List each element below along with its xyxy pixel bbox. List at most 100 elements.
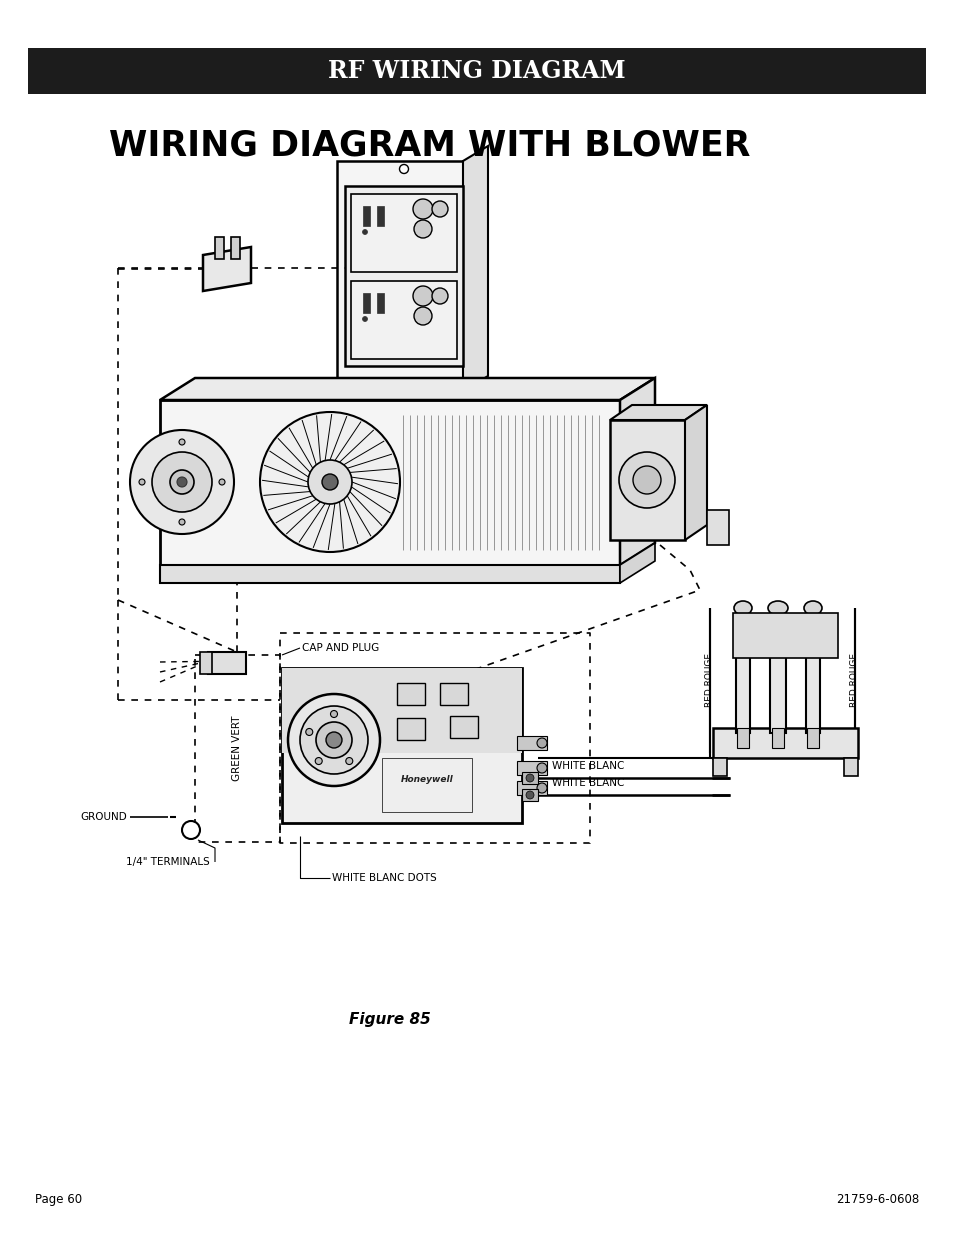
Text: WHITE BLANC: WHITE BLANC <box>552 778 623 788</box>
Circle shape <box>152 452 212 513</box>
Circle shape <box>179 438 185 445</box>
Circle shape <box>170 471 193 494</box>
Bar <box>517 781 546 795</box>
Text: RED ROUGE: RED ROUGE <box>705 653 714 706</box>
Circle shape <box>345 757 353 764</box>
Bar <box>208 652 246 674</box>
Ellipse shape <box>733 601 751 615</box>
Circle shape <box>432 288 448 304</box>
Circle shape <box>288 694 379 785</box>
Circle shape <box>633 466 660 494</box>
Bar <box>376 206 384 226</box>
Circle shape <box>219 479 225 485</box>
Circle shape <box>537 763 546 773</box>
Text: WIRING DIAGRAM WITH BLOWER: WIRING DIAGRAM WITH BLOWER <box>110 128 750 162</box>
Bar <box>381 758 472 813</box>
Circle shape <box>322 474 337 490</box>
Polygon shape <box>203 247 251 291</box>
Bar <box>396 683 424 705</box>
Bar <box>450 716 477 739</box>
Bar <box>843 758 857 776</box>
Bar <box>737 727 748 748</box>
Text: WHITE BLANC: WHITE BLANC <box>552 761 623 771</box>
Bar <box>805 608 820 734</box>
Bar <box>160 400 619 564</box>
Circle shape <box>618 452 675 508</box>
Circle shape <box>308 459 352 504</box>
Bar <box>517 761 546 776</box>
Circle shape <box>525 774 534 782</box>
Bar <box>351 194 456 272</box>
Circle shape <box>315 722 352 758</box>
Circle shape <box>413 199 433 219</box>
Text: WHITE BLANC DOTS: WHITE BLANC DOTS <box>332 873 436 883</box>
Text: GREEN VERT: GREEN VERT <box>232 715 242 781</box>
Circle shape <box>537 783 546 793</box>
Bar <box>517 736 546 750</box>
Text: RF WIRING DIAGRAM: RF WIRING DIAGRAM <box>328 59 625 83</box>
Bar <box>363 293 370 312</box>
Bar <box>521 789 537 802</box>
Bar <box>351 282 456 359</box>
Ellipse shape <box>803 601 821 615</box>
Bar <box>769 608 785 734</box>
Polygon shape <box>160 378 655 400</box>
Circle shape <box>362 316 367 321</box>
Bar <box>521 772 537 784</box>
Circle shape <box>139 479 145 485</box>
Bar <box>282 668 521 753</box>
Bar <box>282 668 521 823</box>
Text: Honeywell: Honeywell <box>400 776 453 784</box>
Circle shape <box>414 220 432 238</box>
Text: GROUND: GROUND <box>80 811 127 823</box>
Circle shape <box>399 164 408 173</box>
Polygon shape <box>619 543 655 583</box>
Circle shape <box>414 308 432 325</box>
Text: 1/4" TERMINALS: 1/4" TERMINALS <box>126 857 210 867</box>
Bar <box>28 48 925 94</box>
Ellipse shape <box>767 601 787 615</box>
Circle shape <box>179 519 185 525</box>
Bar <box>214 237 224 259</box>
Bar <box>200 652 212 674</box>
Circle shape <box>362 230 367 235</box>
Circle shape <box>330 710 337 718</box>
Circle shape <box>399 379 408 389</box>
Text: RED ROUGE: RED ROUGE <box>850 653 859 706</box>
Text: CAP AND PLUG: CAP AND PLUG <box>302 643 379 653</box>
Bar <box>712 758 726 776</box>
Bar <box>376 293 384 312</box>
Circle shape <box>260 412 399 552</box>
Circle shape <box>299 706 368 774</box>
Bar <box>706 510 728 545</box>
Bar <box>735 608 749 734</box>
Circle shape <box>177 477 187 487</box>
Text: Page 60: Page 60 <box>35 1193 82 1207</box>
Circle shape <box>525 790 534 799</box>
Circle shape <box>413 287 433 306</box>
Bar <box>396 718 424 740</box>
Bar <box>806 727 818 748</box>
Bar <box>771 727 783 748</box>
Polygon shape <box>619 378 655 564</box>
Circle shape <box>537 739 546 748</box>
Circle shape <box>182 821 200 839</box>
Text: Figure 85: Figure 85 <box>349 1013 431 1028</box>
Bar <box>231 237 240 259</box>
Bar <box>160 564 619 583</box>
Circle shape <box>326 732 341 748</box>
Circle shape <box>314 757 322 764</box>
Bar <box>345 186 462 366</box>
Circle shape <box>306 729 313 736</box>
Text: 21759-6-0608: 21759-6-0608 <box>835 1193 918 1207</box>
Circle shape <box>432 201 448 217</box>
Bar <box>609 420 684 540</box>
Polygon shape <box>684 405 706 540</box>
Polygon shape <box>609 405 706 420</box>
Bar <box>439 683 468 705</box>
Bar <box>363 206 370 226</box>
Bar <box>712 727 857 758</box>
Circle shape <box>130 430 233 534</box>
Bar <box>732 613 837 658</box>
Bar <box>336 161 471 391</box>
